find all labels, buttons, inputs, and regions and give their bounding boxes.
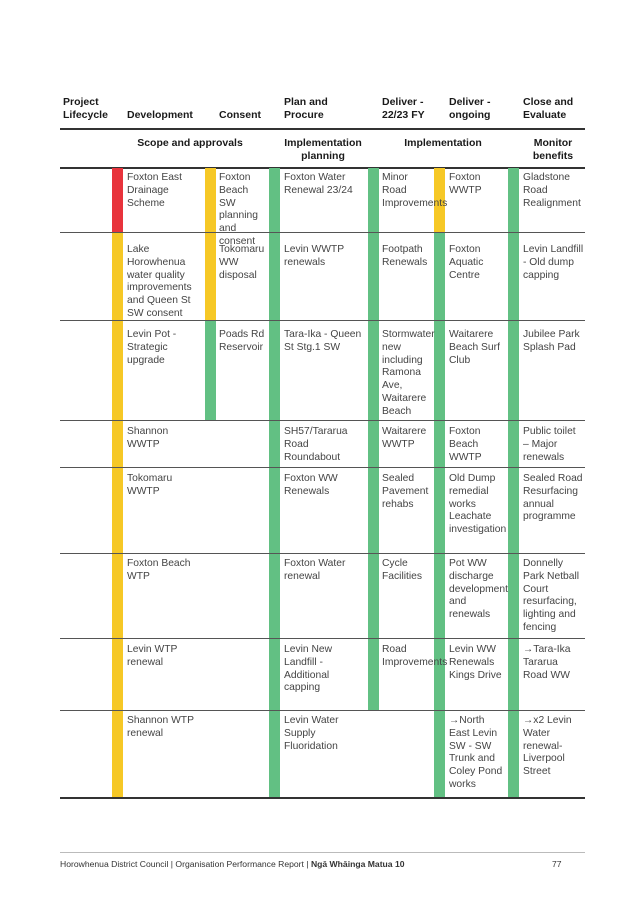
cell-development-row2: Lake Horowhenua water quality improvemen… bbox=[127, 244, 192, 319]
header-consent: Consent bbox=[219, 109, 261, 121]
status-bar-ongoing-row1 bbox=[434, 168, 445, 232]
cell-deliver-row3: Stormwater new including Ramona Ave, Wai… bbox=[382, 329, 435, 417]
cell-deliver-row6: Cycle Facilities bbox=[382, 558, 423, 582]
cell-close-row2: Levin Landfill - Old dump capping bbox=[523, 244, 584, 281]
cell-plan-row5: Foxton WW Renewals bbox=[284, 473, 338, 497]
cell-ongoing-row8: →North East Levin SW - SW Trunk and Cole… bbox=[449, 715, 503, 790]
cell-consent-row3: Poads Rd Reservoir bbox=[219, 329, 265, 353]
cell-deliver-row1: Minor Road Improvements bbox=[382, 172, 448, 209]
cell-deliver-row5: Sealed Pavement rehabs bbox=[382, 473, 429, 510]
cell-plan-row8: Levin Water Supply Fluoridation bbox=[284, 715, 339, 752]
cell-ongoing-row6: Pot WW discharge development and renewal… bbox=[449, 558, 508, 621]
header-divider bbox=[60, 128, 585, 130]
subheader-divider bbox=[60, 167, 585, 169]
table-bottom-border bbox=[60, 797, 585, 799]
status-bar-development-row1 bbox=[112, 168, 123, 232]
row-divider bbox=[60, 467, 585, 468]
row-divider bbox=[60, 420, 585, 421]
status-bar-plan bbox=[269, 168, 280, 798]
subheader-implementation-planning: Implementation planning bbox=[284, 137, 362, 162]
cell-plan-row3: Tara-Ika - Queen St Stg.1 SW bbox=[284, 329, 362, 353]
header-close: Close and Evaluate bbox=[523, 96, 574, 121]
cell-deliver-row2: Footpath Renewals bbox=[382, 244, 428, 268]
cell-close-row4: Public toilet – Major renewals bbox=[523, 426, 576, 463]
subheader-monitor: Monitor benefits bbox=[532, 137, 574, 162]
header-plan: Plan and Procure bbox=[284, 96, 328, 121]
cell-development-row7: Levin WTP renewal bbox=[127, 644, 178, 668]
cell-ongoing-row7: Levin WW Renewals Kings Drive bbox=[449, 644, 502, 681]
subheader-scope: Scope and approvals bbox=[137, 137, 243, 149]
cell-ongoing-row2: Foxton Aquatic Centre bbox=[449, 244, 484, 281]
cell-close-row3: Jubilee Park Splash Pad bbox=[523, 329, 580, 353]
cell-consent-row2: Tokomaru WW disposal bbox=[219, 244, 265, 281]
status-bar-consent bbox=[205, 168, 216, 320]
cell-development-row8: Shannon WTP renewal bbox=[127, 715, 194, 739]
status-bar-ongoing bbox=[434, 232, 445, 798]
row-divider bbox=[60, 710, 585, 711]
footer-left: Horowhenua District Council | Organisati… bbox=[60, 859, 311, 869]
cell-development-row5: Tokomaru WWTP bbox=[127, 473, 173, 497]
cell-ongoing-row3: Waitarere Beach Surf Club bbox=[449, 329, 500, 366]
cell-plan-row4: SH57/Tararua Road Roundabout bbox=[284, 426, 348, 463]
header-lifecycle: Project Lifecycle bbox=[63, 96, 108, 121]
cell-plan-row6: Foxton Water renewal bbox=[284, 558, 346, 582]
cell-plan-row7: Levin New Landfill - Additional capping bbox=[284, 644, 333, 694]
cell-deliver-row7: Road Improvements bbox=[382, 644, 448, 668]
cell-close-row5: Sealed Road Resurfacing annual programme bbox=[523, 473, 583, 523]
cell-development-row4: Shannon WWTP bbox=[127, 426, 169, 450]
cell-deliver-row4: Waitarere WWTP bbox=[382, 426, 427, 450]
cell-close-row1: Gladstone Road Realignment bbox=[523, 172, 581, 209]
status-bar-deliver bbox=[368, 168, 379, 711]
cell-close-row7: →Tara-Ika Tararua Road WW bbox=[523, 644, 571, 681]
page-number: 77 bbox=[552, 859, 562, 869]
header-deliver: Deliver - 22/23 FY bbox=[382, 96, 425, 121]
status-bar-development bbox=[112, 232, 123, 798]
header-development: Development bbox=[127, 109, 193, 121]
cell-close-row6: Donnelly Park Netball Court resurfacing,… bbox=[523, 558, 580, 633]
footer-divider bbox=[60, 852, 585, 853]
cell-development-row1: Foxton East Drainage Scheme bbox=[127, 172, 182, 209]
cell-development-row6: Foxton Beach WTP bbox=[127, 558, 191, 582]
cell-plan-row2: Levin WWTP renewals bbox=[284, 244, 344, 268]
cell-ongoing-row1: Foxton WWTP bbox=[449, 172, 482, 196]
header-ongoing: Deliver - ongoing bbox=[449, 96, 491, 121]
row-divider bbox=[60, 232, 585, 233]
cell-plan-row1: Foxton Water Renewal 23/24 bbox=[284, 172, 353, 196]
footer-text: Horowhenua District Council | Organisati… bbox=[60, 859, 405, 869]
status-bar-close bbox=[508, 168, 519, 798]
row-divider bbox=[60, 320, 585, 321]
cell-ongoing-row4: Foxton Beach WWTP bbox=[449, 426, 482, 463]
cell-development-row3: Levin Pot - Strategic upgrade bbox=[127, 329, 177, 366]
subheader-implementation: Implementation bbox=[404, 137, 482, 149]
cell-ongoing-row5: Old Dump remedial works Leachate investi… bbox=[449, 473, 507, 536]
footer-section: Ngā Whāinga Matua 10 bbox=[310, 859, 405, 869]
cell-close-row8: →x2 Levin Water renewal-Liverpool Street bbox=[523, 715, 572, 778]
row-divider bbox=[60, 553, 585, 554]
cell-consent-row1: Foxton Beach SW planning and consent bbox=[219, 172, 258, 247]
status-bar-consent-row3 bbox=[205, 320, 216, 420]
row-divider bbox=[60, 638, 585, 639]
